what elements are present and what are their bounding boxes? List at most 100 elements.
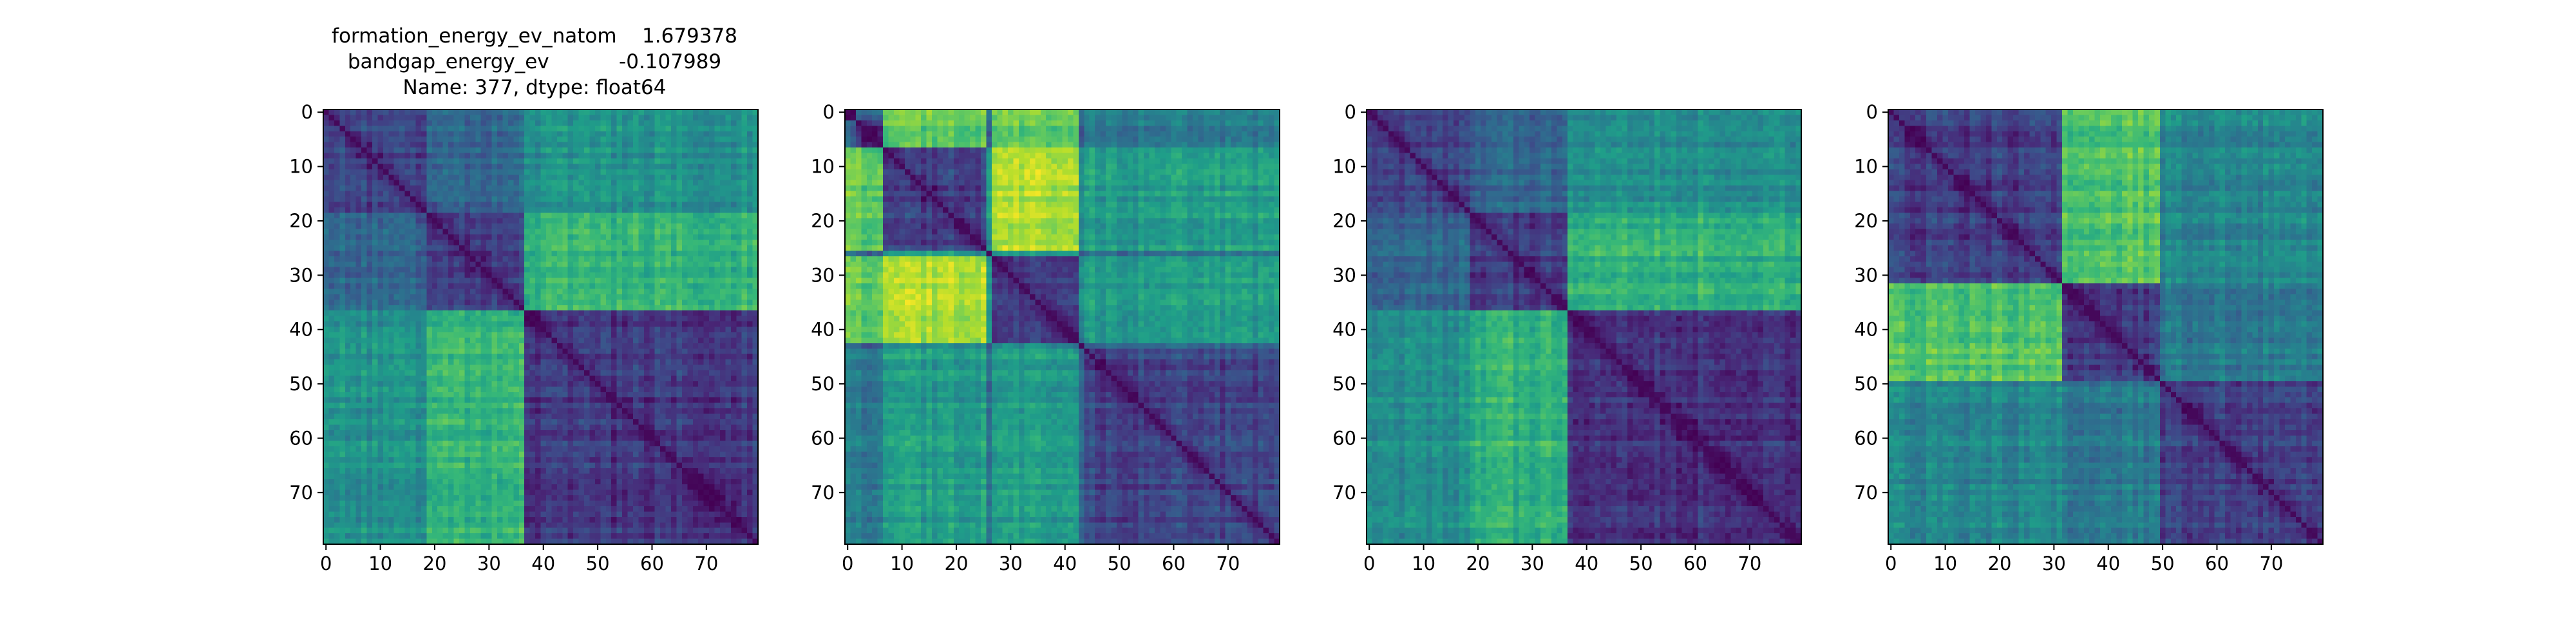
heatmap-cell — [328, 413, 335, 420]
heatmap-cell — [437, 120, 444, 126]
heatmap-cell — [692, 120, 699, 126]
heatmap-cell — [616, 337, 623, 344]
heatmap-cell — [464, 164, 471, 170]
heatmap-cell — [535, 191, 542, 197]
heatmap-cell — [736, 440, 743, 447]
heatmap-cell — [709, 256, 715, 262]
heatmap-cell — [703, 267, 710, 273]
heatmap-cell — [524, 229, 531, 235]
heatmap-cell — [486, 327, 493, 333]
heatmap-cell — [600, 430, 607, 436]
heatmap-cell — [328, 261, 335, 268]
heatmap-cell — [665, 158, 672, 164]
heatmap-cell — [638, 327, 645, 333]
heatmap-cell — [578, 137, 585, 143]
heatmap-cell — [480, 446, 487, 453]
heatmap-cell — [480, 392, 487, 398]
heatmap-cell — [383, 316, 389, 322]
heatmap-cell — [355, 213, 362, 219]
heatmap-cell — [741, 164, 748, 170]
heatmap-cell — [507, 164, 514, 170]
heatmap-cell — [589, 424, 596, 431]
heatmap-cell — [709, 348, 715, 355]
heatmap-cell — [616, 180, 623, 186]
heatmap-cell — [518, 272, 525, 279]
heatmap-cell — [486, 435, 493, 442]
heatmap-cell — [410, 207, 417, 213]
heatmap-cell — [741, 440, 748, 447]
heatmap-cell — [567, 261, 574, 268]
heatmap-cell — [415, 213, 422, 219]
heatmap-cell — [605, 147, 612, 154]
heatmap-cell — [687, 169, 694, 175]
heatmap-cell — [535, 381, 542, 387]
heatmap-cell — [573, 337, 580, 344]
heatmap-cell — [649, 196, 656, 203]
heatmap-cell — [426, 327, 433, 333]
heatmap-cell — [529, 153, 536, 159]
heatmap-cell — [638, 234, 645, 241]
heatmap-cell — [730, 213, 737, 219]
heatmap-cell — [431, 131, 438, 137]
heatmap-cell — [453, 370, 460, 377]
heatmap-cell — [475, 142, 482, 148]
heatmap-cell — [366, 175, 373, 181]
heatmap-cell — [442, 147, 449, 154]
heatmap-cell — [556, 310, 563, 317]
heatmap-cell — [545, 348, 552, 355]
heatmap-cell — [752, 234, 759, 241]
heatmap-cell — [741, 191, 748, 197]
heatmap-cell — [594, 381, 601, 387]
heatmap-cell — [339, 251, 346, 257]
heatmap-cell — [361, 169, 368, 175]
heatmap-cell — [355, 446, 362, 453]
heatmap-cell — [524, 137, 531, 143]
heatmap-cell — [410, 256, 417, 262]
heatmap-cell — [714, 397, 721, 404]
heatmap-cell — [529, 180, 536, 186]
heatmap-cell — [605, 164, 612, 170]
heatmap-cell — [730, 153, 737, 159]
heatmap-cell — [556, 234, 563, 241]
heatmap-cell — [518, 261, 525, 268]
heatmap-cell — [616, 294, 623, 300]
heatmap-cell — [719, 440, 726, 447]
heatmap-cell — [616, 305, 623, 311]
heatmap-cell — [703, 185, 710, 192]
heatmap-cell — [502, 267, 509, 273]
heatmap-cell — [513, 251, 520, 257]
heatmap-cell — [475, 153, 482, 159]
heatmap-cell — [741, 278, 748, 284]
heatmap-cell — [399, 402, 406, 409]
heatmap-cell — [399, 175, 406, 181]
heatmap-cell — [719, 153, 726, 159]
heatmap-cell — [643, 283, 650, 290]
heatmap-cell — [399, 316, 406, 322]
heatmap-cell — [747, 408, 753, 415]
heatmap-cell — [589, 115, 596, 121]
heatmap-cell — [638, 321, 645, 328]
heatmap-cell — [507, 202, 514, 208]
heatmap-cell — [747, 430, 753, 436]
heatmap-cell — [442, 375, 449, 382]
heatmap-cell — [632, 185, 639, 192]
heatmap-cell — [747, 272, 753, 279]
heatmap-cell — [573, 278, 580, 284]
heatmap-cell — [665, 354, 672, 360]
heatmap-cell — [551, 402, 558, 409]
heatmap-cell — [507, 137, 514, 143]
heatmap-cell — [334, 375, 340, 382]
heatmap-cell — [323, 137, 330, 143]
heatmap-cell — [594, 164, 601, 170]
heatmap-cell — [502, 180, 509, 186]
heatmap-cell — [692, 381, 699, 387]
heatmap-cell — [611, 164, 618, 170]
heatmap-cell — [622, 175, 629, 181]
heatmap-cell — [345, 348, 351, 355]
heatmap-cell — [698, 348, 705, 355]
heatmap-cell — [698, 375, 705, 382]
heatmap-cell — [410, 158, 417, 164]
heatmap-cell — [535, 180, 542, 186]
heatmap-cell — [350, 120, 357, 126]
heatmap-cell — [589, 234, 596, 241]
